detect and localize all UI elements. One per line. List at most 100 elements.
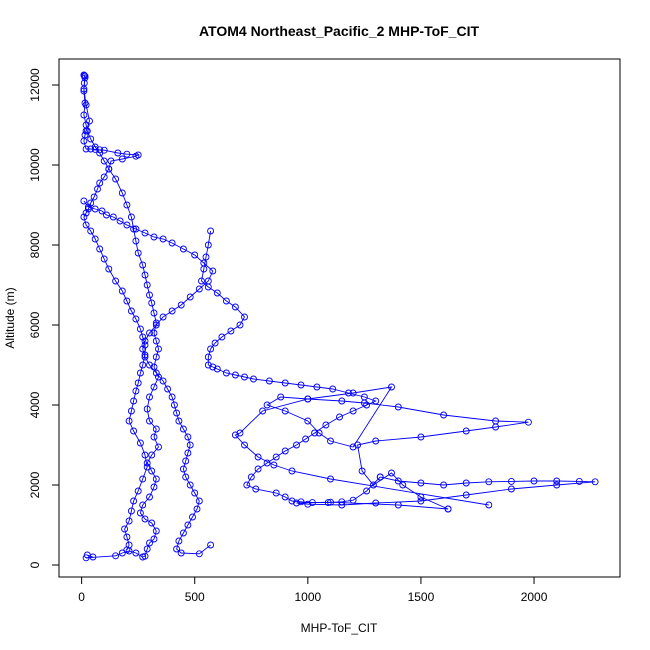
- data-point: [177, 301, 185, 309]
- data-point: [293, 441, 300, 449]
- data-point: [87, 227, 95, 235]
- data-point: [91, 235, 99, 243]
- data-point: [107, 157, 115, 165]
- data-point: [417, 497, 425, 505]
- data-point: [553, 477, 561, 485]
- data-point: [80, 137, 88, 145]
- data-point: [127, 307, 135, 315]
- data-point: [399, 481, 407, 489]
- data-point: [338, 501, 346, 509]
- data-point: [164, 385, 172, 393]
- data-point: [209, 363, 217, 371]
- data-point: [143, 405, 151, 413]
- data-point: [103, 211, 110, 219]
- data-point: [252, 485, 260, 493]
- data-point: [168, 393, 176, 401]
- data-point: [315, 429, 323, 437]
- y-tick-label: 6000: [28, 311, 42, 338]
- data-point: [179, 425, 187, 433]
- data-point: [87, 199, 95, 207]
- data-point: [105, 165, 113, 173]
- data-point: [123, 150, 131, 158]
- data-point: [146, 291, 153, 299]
- data-point: [100, 173, 108, 181]
- data-point: [100, 157, 108, 165]
- data-point: [297, 498, 305, 506]
- data-point: [82, 127, 90, 135]
- data-point: [150, 433, 158, 441]
- data-point: [288, 467, 296, 475]
- data-point: [90, 193, 98, 201]
- data-point: [155, 443, 162, 451]
- data-point: [123, 297, 131, 305]
- data-point: [250, 375, 257, 383]
- data-point: [80, 213, 88, 221]
- data-point: [148, 451, 156, 459]
- data-point: [241, 441, 248, 449]
- data-point: [152, 337, 160, 345]
- data-point: [148, 299, 156, 307]
- data-point: [270, 461, 278, 469]
- data-point: [155, 345, 162, 353]
- data-point: [213, 289, 221, 297]
- data-point: [100, 255, 108, 263]
- data-point: [141, 515, 149, 523]
- y-tick-label: 4000: [28, 391, 42, 418]
- data-point: [87, 135, 95, 143]
- data-point: [159, 377, 167, 385]
- data-point: [130, 427, 138, 435]
- data-point: [96, 146, 104, 154]
- data-point: [462, 479, 470, 487]
- data-point: [336, 413, 343, 421]
- data-point: [218, 333, 226, 341]
- data-point: [184, 449, 192, 457]
- x-axis: 0 500 1000 1500 2000: [78, 576, 548, 604]
- data-point: [96, 245, 104, 253]
- data-point: [507, 477, 515, 485]
- x-tick-label: 1500: [408, 590, 435, 604]
- data-point: [105, 265, 113, 273]
- data-point: [200, 265, 208, 273]
- data-point: [207, 345, 215, 353]
- data-point: [141, 552, 149, 560]
- data-point: [173, 545, 181, 553]
- data-point: [207, 541, 215, 549]
- data-point: [159, 313, 167, 321]
- data-point: [417, 493, 425, 501]
- data-point: [84, 205, 92, 213]
- data-point: [195, 497, 203, 505]
- data-point: [80, 85, 88, 93]
- data-point: [98, 207, 106, 215]
- data-point: [141, 353, 149, 361]
- data-point: [150, 383, 158, 391]
- data-point: [94, 185, 101, 193]
- data-point: [152, 475, 160, 483]
- data-point: [241, 373, 248, 381]
- data-point: [204, 353, 212, 361]
- data-point: [139, 501, 147, 509]
- y-tick-label: 2000: [28, 471, 42, 498]
- data-point: [118, 155, 126, 163]
- y-axis: 0 2000 4000 6000 8000 10000 12000: [28, 68, 60, 568]
- data-point: [304, 500, 312, 508]
- x-tick-label: 2000: [521, 590, 548, 604]
- series-line: [234, 386, 529, 510]
- data-point: [118, 549, 126, 557]
- data-point: [263, 401, 271, 409]
- data-point: [302, 435, 310, 443]
- data-point: [152, 425, 160, 433]
- data-point: [193, 505, 201, 513]
- data-point: [259, 407, 267, 415]
- data-point: [141, 229, 149, 237]
- y-tick-label: 12000: [28, 68, 42, 102]
- data-point: [186, 293, 194, 301]
- data-point: [155, 373, 162, 381]
- data-point: [304, 417, 312, 425]
- data-point: [179, 245, 187, 253]
- data-point: [204, 361, 212, 369]
- data-point: [417, 479, 425, 487]
- data-point: [369, 481, 377, 489]
- data-point: [89, 553, 97, 561]
- series-line: [83, 200, 214, 555]
- data-point: [148, 467, 156, 475]
